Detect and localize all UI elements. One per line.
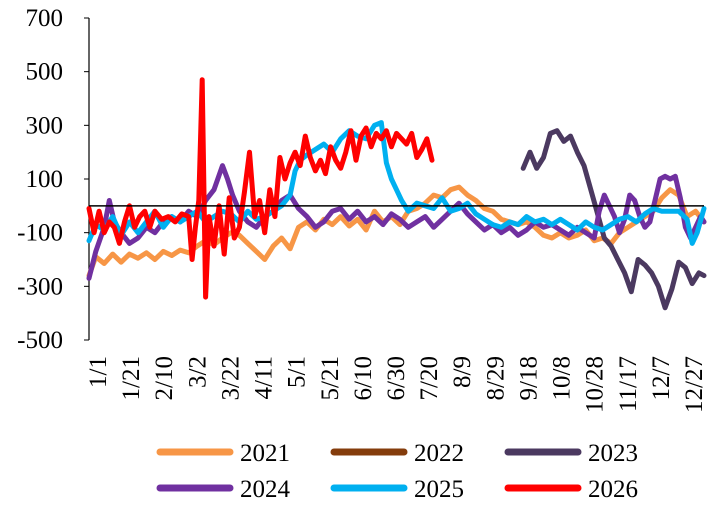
x-tick-label: 1/1 <box>85 356 112 388</box>
x-tick-label: 5/1 <box>284 356 311 388</box>
legend-label-2021: 2021 <box>240 440 290 467</box>
x-tick-label: 6/10 <box>350 356 377 400</box>
legend-label-2023: 2023 <box>588 440 638 467</box>
y-axis: 700 500 300 100 -100 -300 -500 <box>17 5 89 354</box>
x-tick-label: 11/17 <box>615 356 642 412</box>
legend-label-2024: 2024 <box>240 476 291 503</box>
series-lines <box>86 77 707 311</box>
x-tick-label: 3/2 <box>184 356 211 388</box>
x-axis: 1/1 1/21 2/10 3/2 3/22 4/11 5/1 5/21 6/10 6/30 7/2… <box>85 356 708 413</box>
series-line-2023 <box>520 128 707 311</box>
legend: 2021 2022 2023 2024 2025 2026 <box>156 440 638 503</box>
y-tick-label: -100 <box>17 220 63 247</box>
x-tick-label: 2/10 <box>151 356 178 400</box>
x-tick-label: 12/7 <box>648 356 675 400</box>
series-line-2025 <box>86 120 707 246</box>
x-tick-label: 8/9 <box>449 356 476 388</box>
y-tick-label: -300 <box>17 273 63 300</box>
y-tick-label: 500 <box>26 59 64 86</box>
y-tick-label: 100 <box>26 166 64 193</box>
x-tick-label: 8/29 <box>482 356 509 400</box>
x-tick-label: 9/18 <box>515 356 542 400</box>
x-tick-label: 10/8 <box>549 356 576 400</box>
x-tick-label: 4/11 <box>251 356 278 400</box>
series-line-2026 <box>86 77 435 300</box>
x-tick-label: 12/27 <box>681 356 708 413</box>
x-tick-label: 1/21 <box>118 356 145 400</box>
legend-label-2025: 2025 <box>414 476 464 503</box>
legend-label-2026: 2026 <box>588 476 638 503</box>
series-line-2021 <box>86 184 707 279</box>
y-tick-label: -500 <box>17 327 63 354</box>
y-tick-label: 300 <box>26 112 64 139</box>
x-tick-label: 5/21 <box>317 356 344 400</box>
x-tick-label: 6/30 <box>383 356 410 400</box>
x-tick-label: 10/28 <box>582 356 609 413</box>
x-tick-label: 7/20 <box>416 356 443 400</box>
y-tick-label: 700 <box>26 5 64 32</box>
x-tick-label: 3/22 <box>217 356 244 400</box>
legend-label-2022: 2022 <box>414 440 464 467</box>
